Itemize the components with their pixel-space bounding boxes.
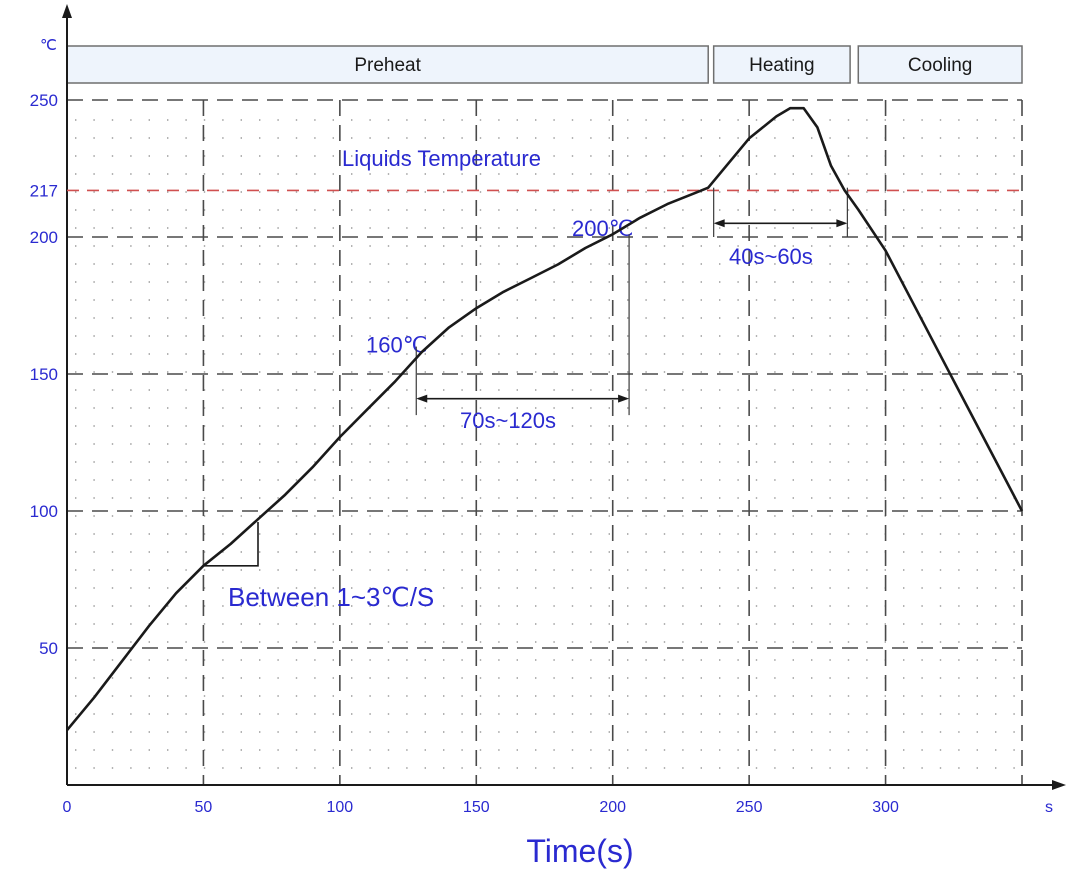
y-tick-label: 200 bbox=[30, 228, 58, 247]
y-tick-label: 250 bbox=[30, 91, 58, 110]
minor-grid-dots bbox=[75, 119, 1022, 769]
arrowhead-right-icon bbox=[836, 219, 848, 228]
annotation-70-120s: 70s~120s bbox=[460, 408, 556, 433]
x-tick-label: 50 bbox=[195, 799, 213, 816]
x-axis-arrow-icon bbox=[1052, 780, 1066, 790]
phase-box bbox=[857, 45, 1023, 84]
y-tick-label: 217 bbox=[30, 181, 58, 200]
y-axis-unit: ℃ bbox=[40, 37, 57, 54]
phase-label: Heating bbox=[749, 55, 815, 76]
annotation-slope: Between 1~3℃/S bbox=[228, 582, 434, 612]
x-tick-label: 100 bbox=[327, 799, 354, 816]
phase-label: Preheat bbox=[354, 55, 421, 76]
x-axis-label: Time(s) bbox=[526, 833, 633, 869]
liquidus-label: Liquids Temperature bbox=[342, 146, 541, 171]
x-tick-label: 150 bbox=[463, 799, 490, 816]
x-tick-label: 250 bbox=[736, 799, 763, 816]
slope-triangle bbox=[203, 521, 259, 567]
arrowhead-right-icon bbox=[618, 394, 630, 403]
annotation-160c: 160℃ bbox=[366, 333, 427, 358]
annotation-40-60s: 40s~60s bbox=[729, 244, 813, 269]
y-tick-label: 50 bbox=[39, 639, 58, 658]
x-tick-label: 0 bbox=[63, 799, 72, 816]
reflow-curve bbox=[65, 106, 1024, 732]
phase-bar: Preheat Heating Cooling bbox=[66, 45, 1023, 84]
arrowhead-left-icon bbox=[713, 219, 725, 228]
y-tick-label: 150 bbox=[30, 365, 58, 384]
phase-box bbox=[712, 45, 851, 84]
phase-label: Cooling bbox=[908, 55, 972, 76]
major-grid bbox=[67, 99, 1023, 785]
tick-labels: 50 100 150 200 217 250 0 50 100 150 200 250 300 bbox=[30, 91, 899, 816]
x-tick-label: 200 bbox=[599, 799, 626, 816]
series-group bbox=[65, 106, 1024, 732]
x-tick-label: 300 bbox=[872, 799, 899, 816]
arrowhead-left-icon bbox=[416, 394, 428, 403]
phase-box bbox=[66, 45, 709, 84]
y-tick-label: 100 bbox=[30, 502, 58, 521]
liquidus-group: Liquids Temperature bbox=[67, 146, 1022, 192]
x-axis-unit: s bbox=[1045, 799, 1053, 816]
y-axis-arrow-icon bbox=[62, 4, 72, 18]
axes bbox=[62, 4, 1066, 790]
